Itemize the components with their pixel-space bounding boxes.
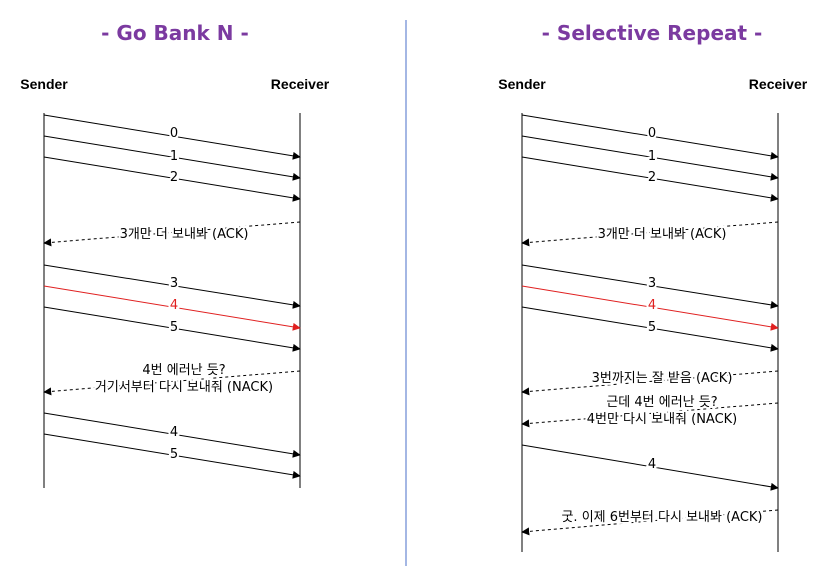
receiver-label: Receiver [749, 76, 808, 92]
message-arrow [521, 264, 779, 309]
message-arrow [43, 285, 301, 331]
message-label: 4 [170, 425, 178, 440]
message-reply: 3개만 더 보내봐 (ACK) [43, 221, 301, 247]
message-label: 5 [170, 320, 178, 335]
message-reply: 3번까지는 잘 받음 (ACK) [521, 369, 779, 396]
message-arrow [43, 114, 301, 160]
message-arrow [521, 509, 779, 536]
message-frame: 4 [521, 285, 779, 331]
panel-title: - Selective Repeat - [542, 21, 763, 45]
receiver-label: Receiver [271, 76, 330, 92]
message-label: 3개만 더 보내봐 (ACK) [598, 227, 727, 242]
message-frame: 2 [43, 156, 301, 202]
message-label: 4 [648, 298, 656, 313]
message-arrow [43, 264, 301, 309]
message-arrow [521, 221, 779, 247]
message-frame: 4 [43, 412, 301, 458]
message-arrow [521, 444, 779, 491]
message-label: 2 [170, 170, 178, 185]
message-frame: 4 [521, 444, 779, 491]
message-reply: 굿. 이제 6번부터 다시 보내봐 (ACK) [521, 508, 779, 536]
message-arrow [521, 135, 779, 181]
message-arrow [43, 412, 301, 458]
message-label: 2 [648, 170, 656, 185]
message-list: 0 1 2 3개만 더 보내봐 (ACK) 3 4 5 3번까지는 잘 받음 (ACK) 근데 … [521, 114, 779, 536]
message-arrow [521, 285, 779, 331]
message-label: 5 [170, 447, 178, 462]
message-label: 3개만 더 보내봐 (ACK) [120, 227, 249, 242]
message-label: 0 [170, 126, 178, 141]
message-label: 4번 에러난 듯? [142, 363, 225, 378]
sender-label: Sender [20, 76, 68, 92]
message-label: 근데 4번 에러난 듯? [606, 395, 717, 410]
message-arrow [43, 306, 301, 352]
message-label: 3 [648, 276, 656, 291]
message-arrow [521, 370, 779, 396]
message-frame: 5 [43, 306, 301, 352]
message-label: 4 [648, 457, 656, 472]
message-label: 굿. 이제 6번부터 다시 보내봐 (ACK) [561, 510, 762, 525]
message-label: 거기서부터 다시 보내줘 (NACK) [95, 380, 273, 395]
panel-go-back-n: - Go Bank N - Sender Receiver 0 1 2 3개만 더 보… [20, 21, 330, 488]
message-reply: 근데 4번 에러난 듯? 4번만 다시 보내줘 (NACK) [521, 393, 779, 429]
message-reply: 3개만 더 보내봐 (ACK) [521, 221, 779, 247]
message-label: 3번까지는 잘 받음 (ACK) [592, 371, 733, 386]
message-label: 1 [648, 149, 656, 164]
message-frame: 1 [521, 135, 779, 181]
message-arrow [43, 433, 301, 479]
message-label: 1 [170, 149, 178, 164]
message-frame: 3 [521, 264, 779, 309]
message-label: 0 [648, 126, 656, 141]
message-arrow [521, 402, 779, 428]
message-frame: 5 [521, 306, 779, 352]
message-arrow [521, 156, 779, 202]
message-arrow [43, 370, 301, 396]
sender-label: Sender [498, 76, 546, 92]
message-list: 0 1 2 3개만 더 보내봐 (ACK) 3 4 5 4번 에러난 듯? 거기서부터 다시 보… [43, 114, 301, 479]
message-frame: 0 [521, 114, 779, 160]
message-arrow [43, 156, 301, 202]
message-frame: 0 [43, 114, 301, 160]
panel-selective-repeat: - Selective Repeat - Sender Receiver 0 1 2… [498, 21, 808, 552]
message-label: 4번만 다시 보내줘 (NACK) [587, 412, 738, 427]
message-arrow [43, 135, 301, 181]
message-arrow [521, 114, 779, 160]
message-arrow [43, 221, 301, 247]
panel-title: - Go Bank N - [101, 21, 249, 45]
message-label: 3 [170, 276, 178, 291]
message-reply: 4번 에러난 듯? 거기서부터 다시 보내줘 (NACK) [43, 361, 301, 397]
message-label: 4 [170, 298, 178, 313]
message-arrow [521, 306, 779, 352]
message-frame: 2 [521, 156, 779, 202]
message-label: 5 [648, 320, 656, 335]
message-frame: 1 [43, 135, 301, 181]
message-frame: 3 [43, 264, 301, 309]
message-frame: 5 [43, 433, 301, 479]
message-frame: 4 [43, 285, 301, 331]
